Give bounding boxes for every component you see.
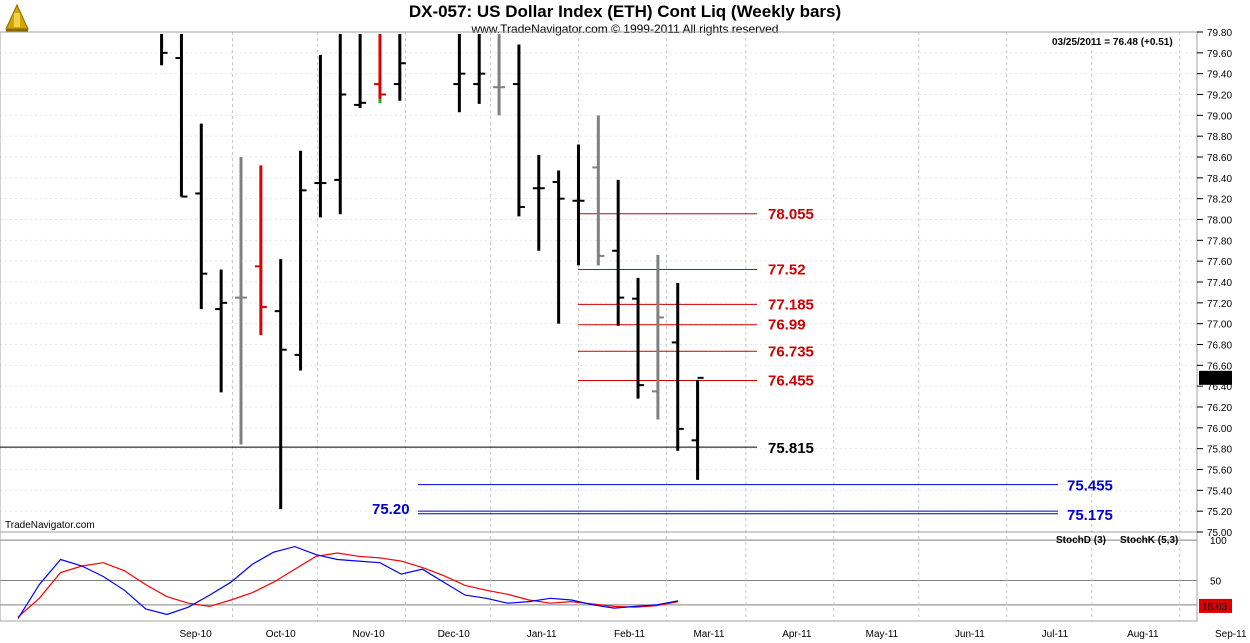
y-tick-label: 79.40 bbox=[1207, 70, 1232, 81]
y-tick-label: 78.60 bbox=[1207, 153, 1232, 164]
x-tick-label: Oct-10 bbox=[266, 629, 296, 640]
last-price-marker bbox=[1199, 370, 1232, 385]
chart-title: DX-057: US Dollar Index (ETH) Cont Liq (… bbox=[408, 2, 842, 21]
y-tick-label: 79.60 bbox=[1207, 49, 1232, 60]
watermark-label: TradeNavigator.com bbox=[5, 520, 95, 531]
x-tick-label: Apr-11 bbox=[782, 629, 812, 640]
stoch-value-marker bbox=[1199, 598, 1232, 613]
fib-level-label: 78.055 bbox=[768, 206, 814, 223]
y-tick-label: 75.20 bbox=[1207, 507, 1232, 518]
x-tick-label: Mar-11 bbox=[693, 629, 724, 640]
stoch-line bbox=[17, 545, 679, 619]
last-price-label: 76.48 bbox=[1202, 374, 1227, 385]
target-level-label: 75.175 bbox=[1067, 507, 1113, 524]
y-tick-label: 77.80 bbox=[1207, 236, 1232, 247]
y-tick-label: 76.20 bbox=[1207, 403, 1232, 414]
trade-navigator-logo-icon bbox=[5, 3, 29, 32]
x-tick-label: Nov-10 bbox=[352, 629, 385, 640]
y-tick-label: 79.00 bbox=[1207, 111, 1232, 122]
x-tick-label: Aug-11 bbox=[1127, 629, 1159, 640]
y-tick-label: 75.00 bbox=[1207, 528, 1232, 539]
y-tick-label: 78.00 bbox=[1207, 216, 1232, 227]
stoch-panel-frame bbox=[0, 531, 1198, 622]
y-tick-label: 77.60 bbox=[1207, 257, 1232, 268]
fib-level-label: 76.735 bbox=[768, 343, 814, 360]
x-tick-label: Jul-11 bbox=[1042, 629, 1069, 640]
stoch-d-legend: StochD (3) bbox=[1056, 535, 1106, 546]
y-tick-label: 78.80 bbox=[1207, 132, 1232, 143]
y-tick-label: 77.00 bbox=[1207, 320, 1232, 331]
target-level-label: 75.455 bbox=[1067, 478, 1113, 495]
y-tick-label: 75.60 bbox=[1207, 466, 1232, 477]
y-tick-label: 79.80 bbox=[1207, 28, 1232, 39]
y-tick-label: 78.20 bbox=[1207, 195, 1232, 206]
grid-lines bbox=[0, 31, 1197, 621]
y-tick-label: 76.00 bbox=[1207, 424, 1232, 435]
stoch-tick-label: 100 bbox=[1210, 536, 1227, 547]
y-tick-label: 77.20 bbox=[1207, 299, 1232, 310]
x-tick-label: Jun-11 bbox=[955, 629, 985, 640]
stoch-line bbox=[17, 552, 679, 618]
x-tick-label: Dec-10 bbox=[438, 629, 471, 640]
y-tick-label: 78.40 bbox=[1207, 174, 1232, 185]
support-level-label: 75.815 bbox=[768, 440, 814, 457]
last-info-label: 03/25/2011 = 76.48 (+0.51) bbox=[1052, 37, 1173, 48]
fib-level-label: 77.185 bbox=[768, 296, 814, 313]
y-tick-label: 75.40 bbox=[1207, 486, 1232, 497]
stoch-k-legend: StochK (5,3) bbox=[1120, 535, 1178, 546]
y-tick-label: 76.60 bbox=[1207, 361, 1232, 372]
fib-level-label: 76.455 bbox=[768, 372, 814, 389]
x-tick-label: May-11 bbox=[866, 629, 899, 640]
x-tick-label: Feb-11 bbox=[614, 629, 645, 640]
target-level-label: 75.20 bbox=[372, 501, 410, 518]
y-tick-label: 76.80 bbox=[1207, 341, 1232, 352]
fib-level-label: 76.99 bbox=[768, 317, 806, 334]
y-tick-label: 76.40 bbox=[1207, 382, 1232, 393]
y-tick-label: 77.40 bbox=[1207, 278, 1232, 289]
y-tick-label: 75.80 bbox=[1207, 445, 1232, 456]
price-panel-frame bbox=[0, 31, 1198, 533]
x-tick-label: Sep-11 bbox=[1215, 629, 1247, 640]
x-tick-label: Sep-10 bbox=[179, 629, 212, 640]
stoch-tick-label: 50 bbox=[1210, 577, 1222, 588]
fib-level-label: 77.52 bbox=[768, 262, 806, 279]
y-tick-label: 79.20 bbox=[1207, 91, 1232, 102]
x-tick-label: Jan-11 bbox=[527, 629, 557, 640]
stoch-value-label: 18.63 bbox=[1202, 602, 1227, 613]
